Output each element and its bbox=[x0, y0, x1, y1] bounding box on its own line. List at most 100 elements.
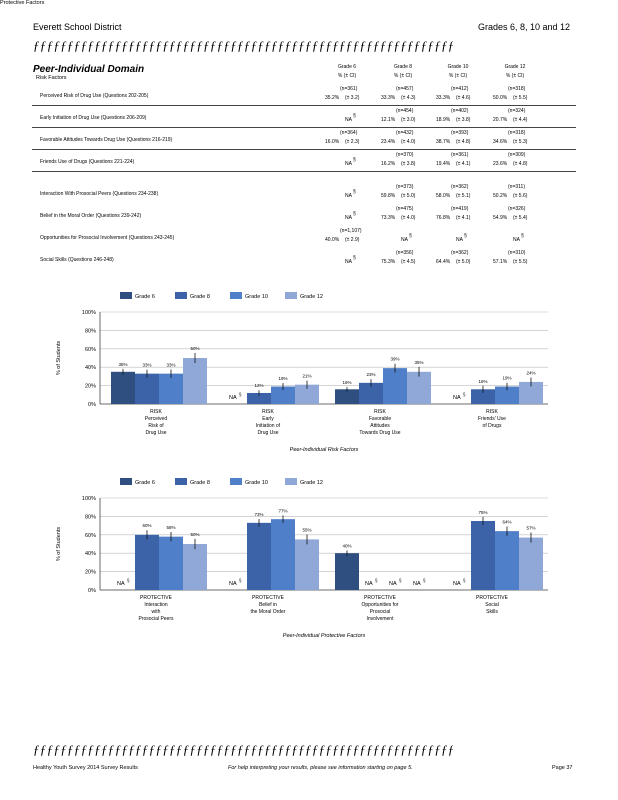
row-divider bbox=[32, 127, 576, 128]
cell-ci: § bbox=[353, 157, 356, 163]
row-label: Perceived Risk of Drug Use (Questions 20… bbox=[40, 93, 149, 99]
category-label: Skills bbox=[486, 609, 498, 615]
column-header-grade: Grade 12 bbox=[504, 64, 526, 70]
cell-ci: § bbox=[353, 113, 356, 119]
column-header-grade: Grade 8 bbox=[393, 64, 413, 70]
cell-percent: 16.0% bbox=[325, 139, 340, 145]
cell-n: (n=432) bbox=[396, 130, 414, 136]
y-tick-label: 60% bbox=[85, 533, 96, 539]
row-label: Interaction With Prosocial Peers (Questi… bbox=[40, 191, 159, 197]
cell-n: (n=356) bbox=[396, 250, 414, 256]
data-label: 21% bbox=[302, 374, 311, 379]
bar bbox=[247, 392, 271, 404]
cell-n: (n=310) bbox=[508, 250, 526, 256]
cell-percent: 54.9% bbox=[493, 215, 508, 221]
na-mark: § bbox=[375, 578, 378, 583]
cell-percent: 23.4% bbox=[381, 139, 396, 145]
na-mark: § bbox=[463, 578, 466, 583]
cell-ci: (± 5.0) bbox=[401, 193, 416, 199]
category-label: RISK bbox=[486, 409, 498, 415]
cell-ci: (± 5.5) bbox=[513, 95, 528, 101]
cell-percent: NA bbox=[345, 215, 352, 221]
cell-percent: 38.7% bbox=[436, 139, 451, 145]
cell-percent: 33.3% bbox=[436, 95, 451, 101]
legend-swatch bbox=[285, 478, 297, 485]
category-label: PROTECTIVE bbox=[252, 595, 285, 601]
data-label: 39% bbox=[390, 357, 399, 362]
data-label: 58% bbox=[166, 525, 175, 530]
data-label: 19% bbox=[278, 376, 287, 381]
data-label: 75% bbox=[478, 510, 487, 515]
na-label: NA bbox=[365, 581, 373, 587]
bar bbox=[135, 534, 159, 590]
cell-ci: (± 4.0) bbox=[401, 139, 416, 145]
legend-swatch bbox=[120, 292, 132, 299]
legend-label: Grade 12 bbox=[300, 294, 323, 300]
data-label: 16% bbox=[342, 380, 351, 385]
bar bbox=[159, 373, 183, 404]
bar bbox=[495, 531, 519, 590]
grades-label: Grades 6, 8, 10 and 12 bbox=[478, 22, 571, 32]
category-label: Early bbox=[262, 416, 274, 422]
cell-ci: § bbox=[353, 255, 356, 261]
cell-ci: (± 5.1) bbox=[456, 193, 471, 199]
y-tick-label: 60% bbox=[85, 347, 96, 353]
bar bbox=[135, 373, 159, 404]
cell-percent: 57.1% bbox=[493, 259, 508, 265]
cell-percent: 33.3% bbox=[381, 95, 396, 101]
cell-ci: § bbox=[521, 233, 524, 239]
legend-label: Grade 6 bbox=[135, 294, 155, 300]
legend-label: Grade 10 bbox=[245, 294, 268, 300]
bar bbox=[111, 371, 135, 404]
category-label: Initiation of bbox=[256, 423, 281, 429]
data-label: 77% bbox=[278, 508, 287, 513]
data-label: 12% bbox=[254, 383, 263, 388]
data-label: 60% bbox=[142, 523, 151, 528]
data-label: 57% bbox=[526, 526, 535, 531]
cell-ci: (± 2.9) bbox=[345, 237, 360, 243]
cell-percent: 75.3% bbox=[381, 259, 396, 265]
cell-percent: NA bbox=[401, 237, 408, 243]
cell-n: (n=457) bbox=[396, 86, 414, 92]
column-header-ci: % (± CI) bbox=[448, 73, 468, 79]
legend-swatch bbox=[175, 478, 187, 485]
row-divider bbox=[32, 105, 576, 106]
y-tick-label: 20% bbox=[85, 384, 96, 390]
district-name: Everett School District bbox=[33, 22, 122, 32]
legend-swatch bbox=[230, 292, 242, 299]
column-header-grade: Grade 6 bbox=[337, 64, 357, 70]
row-label: Favorable Attitudes Towards Drug Use (Qu… bbox=[40, 137, 173, 143]
cell-percent: 76.8% bbox=[436, 215, 451, 221]
legend-label: Grade 8 bbox=[190, 480, 210, 486]
survey-name: Healthy Youth Survey 2014 Survey Results bbox=[33, 765, 138, 771]
row-label: Friends Use of Drugs (Questions 221-224) bbox=[40, 159, 135, 165]
data-label: 55% bbox=[302, 527, 311, 532]
y-tick-label: 80% bbox=[85, 328, 96, 334]
category-label: RISK bbox=[374, 409, 386, 415]
cell-ci: (± 4.6) bbox=[456, 95, 471, 101]
category-label: RISK bbox=[262, 409, 274, 415]
y-tick-label: 40% bbox=[85, 551, 96, 557]
y-tick-label: 0% bbox=[88, 588, 96, 594]
category-label: Friends' Use bbox=[478, 416, 506, 422]
category-label: Towards Drug Use bbox=[359, 430, 400, 436]
category-label: PROTECTIVE bbox=[476, 595, 509, 601]
row-divider bbox=[32, 171, 576, 172]
bar bbox=[183, 544, 207, 590]
category-label: Interaction bbox=[144, 602, 168, 608]
cell-percent: 59.8% bbox=[381, 193, 396, 199]
na-mark: § bbox=[239, 578, 242, 583]
help-text: For help interpreting your results, plea… bbox=[228, 765, 413, 771]
cell-percent: 35.2% bbox=[325, 95, 340, 101]
bar bbox=[295, 384, 319, 404]
row-label: Social Skills (Questions 246-248) bbox=[40, 257, 114, 263]
bar bbox=[407, 371, 431, 404]
y-axis-label: % of Students bbox=[56, 527, 62, 561]
cell-percent: 20.7% bbox=[493, 117, 508, 123]
cell-percent: 12.1% bbox=[381, 117, 396, 123]
legend-swatch bbox=[120, 478, 132, 485]
cell-ci: (± 4.1) bbox=[456, 215, 471, 221]
category-label: Social bbox=[485, 602, 499, 608]
category-label: Prosocial Peers bbox=[138, 616, 174, 622]
cell-n: (n=475) bbox=[396, 206, 414, 212]
